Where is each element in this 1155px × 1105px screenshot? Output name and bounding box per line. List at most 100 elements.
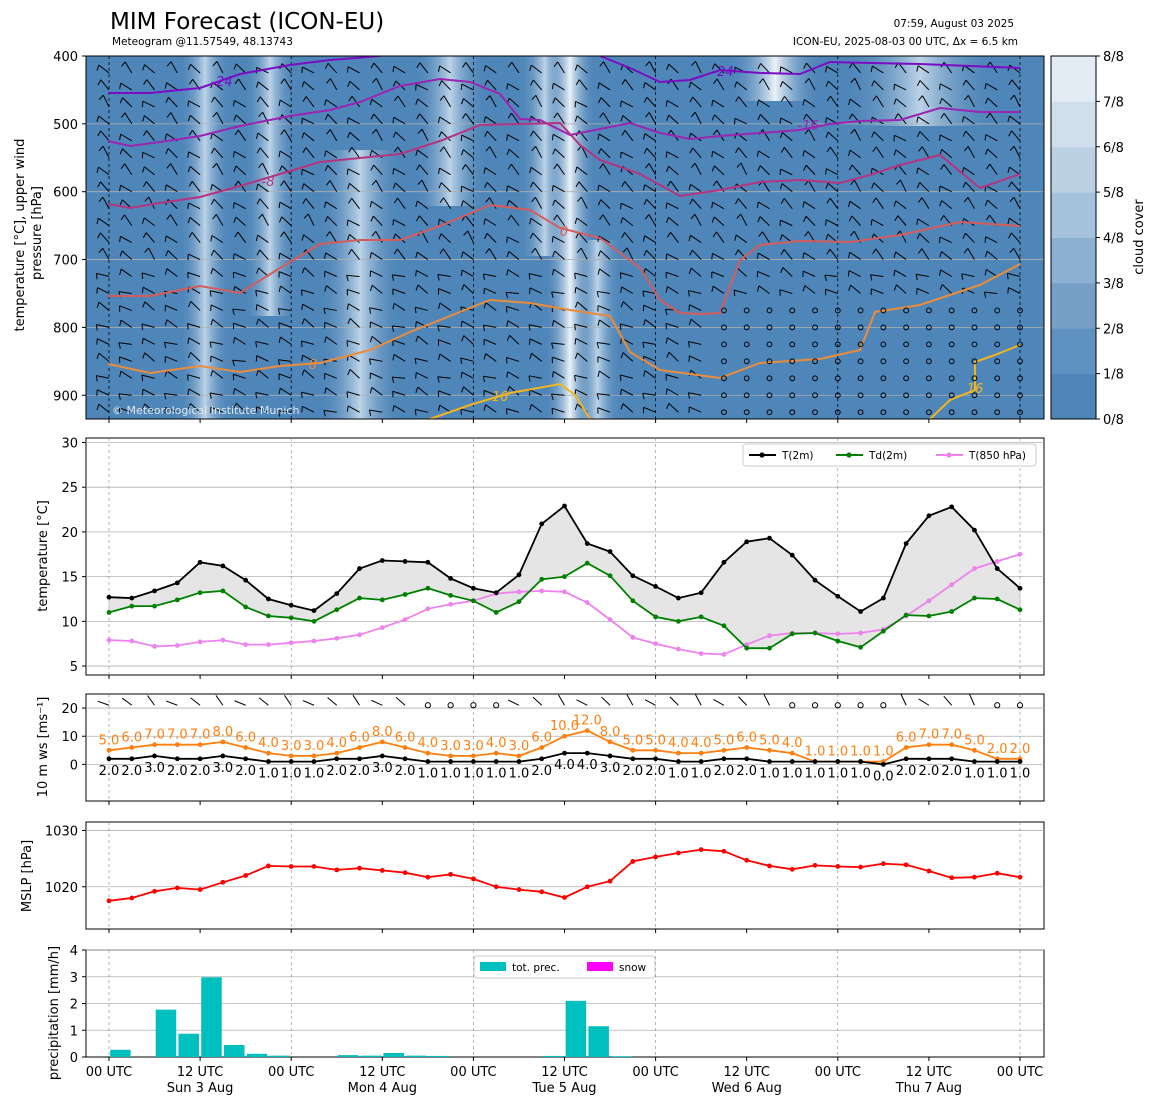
wind-barb <box>716 78 725 91</box>
wind-barb <box>257 81 269 91</box>
mean-wind-point <box>767 759 772 764</box>
wind-barb-flag <box>277 359 281 366</box>
wind-barb-flag <box>463 230 469 236</box>
wind-barb <box>576 115 588 125</box>
mean-wind-point <box>653 756 658 762</box>
calm-wind-marker <box>903 341 910 348</box>
mean-wind-label: 2.0 <box>235 764 256 779</box>
gust-label: 4.0 <box>418 736 439 751</box>
td2m-point <box>926 613 932 619</box>
wind-barb-flag <box>687 341 690 348</box>
wind-barb <box>985 134 998 142</box>
x-tick-label: 12 UTC <box>906 1065 952 1080</box>
wind-barb <box>329 180 338 192</box>
wind-barb <box>397 248 406 260</box>
gust-point <box>675 750 681 756</box>
wind-barb-flag <box>278 388 281 395</box>
wind-barb-flag <box>416 62 421 69</box>
wind-barb <box>190 352 201 362</box>
calm-wind-marker <box>926 392 932 399</box>
wind-barb-flag <box>529 181 534 188</box>
wind-barb <box>305 147 315 159</box>
wind-barb <box>734 289 747 294</box>
wind-barb <box>700 56 702 57</box>
wind-barb <box>531 64 543 74</box>
wind-barb-flag <box>95 375 98 382</box>
wind-barb <box>791 56 793 57</box>
wind-barb-flag <box>324 285 327 292</box>
wind-barb <box>985 185 998 193</box>
wind-barb-flag <box>348 249 352 255</box>
wind-barb-flag <box>370 48 372 54</box>
y-tick-label: 0 <box>70 1051 78 1066</box>
wind-barb-flag <box>164 184 167 191</box>
wind-barb-flag <box>437 325 440 332</box>
wind-barb-flag <box>98 247 104 254</box>
colorbar-cell <box>1051 56 1096 102</box>
wind-barb <box>695 61 702 74</box>
wind-barb-flag <box>233 165 237 172</box>
wind-barb <box>714 165 725 176</box>
wind-barb <box>395 697 406 706</box>
wind-barb-flag <box>643 133 646 140</box>
wind-barb <box>284 695 292 706</box>
wind-barb-flag <box>232 202 235 209</box>
cloud-band <box>180 56 230 419</box>
wind-barb-flag <box>574 375 576 382</box>
wind-barb <box>759 165 770 176</box>
wind-barb <box>805 215 816 226</box>
wind-barb-flag <box>985 214 991 221</box>
wind-barb <box>417 335 429 345</box>
mslp-point <box>152 888 157 894</box>
wind-barb <box>188 253 201 261</box>
wind-barb-flag <box>460 321 463 328</box>
wind-barb <box>849 251 861 260</box>
wind-barb-flag <box>326 78 331 84</box>
wind-barb-flag <box>802 99 805 106</box>
wind-barb <box>666 202 679 210</box>
colorbar-tick-label: 8/8 <box>1103 50 1124 65</box>
wind-barb-flag <box>371 129 377 135</box>
wind-barb <box>325 336 338 345</box>
wind-barb <box>556 214 565 226</box>
y-tick-label: 10 <box>61 730 78 745</box>
wind-barb-flag <box>188 181 193 187</box>
wind-barb <box>261 213 269 226</box>
calm-wind-marker <box>994 307 1001 314</box>
wind-barb-flag <box>620 100 622 108</box>
wind-barb <box>213 96 224 108</box>
wind-barb-flag <box>848 201 851 208</box>
wind-barb <box>666 388 679 396</box>
colorbar-tick-label: 1/8 <box>1103 368 1124 383</box>
wind-barb-flag <box>802 285 806 292</box>
calm-wind-marker <box>880 341 887 348</box>
wind-barb <box>278 373 292 379</box>
wind-barb <box>118 342 132 345</box>
wind-barb <box>118 393 132 396</box>
wind-barb <box>646 96 656 108</box>
wind-barb <box>393 219 406 227</box>
wind-barb-flag <box>506 335 511 342</box>
wind-barb <box>577 301 588 311</box>
wind-barb <box>759 216 770 226</box>
wind-barb <box>375 180 383 192</box>
wind-barb-flag <box>414 307 417 314</box>
wind-barb <box>313 56 314 57</box>
wind-barb-flag <box>597 133 600 140</box>
wind-barb <box>438 339 451 345</box>
wind-barb <box>124 61 133 74</box>
wind-barb <box>301 168 315 176</box>
wind-barb <box>578 79 588 91</box>
calm-wind-marker <box>857 702 864 709</box>
run-info: ICON-EU, 2025-08-03 00 UTC, Δx = 6.5 km <box>793 36 1018 48</box>
wind-barb-flag <box>916 80 921 87</box>
wind-barb-flag <box>596 342 600 349</box>
wind-barb-flag <box>210 249 215 256</box>
wind-barb <box>782 81 793 91</box>
wind-barb-flag <box>303 213 309 219</box>
wind-speed-ylabel: 10 m ws [ms⁻¹] <box>36 697 51 798</box>
wind-barb-flag <box>963 197 969 203</box>
calm-wind-marker <box>812 307 818 314</box>
wind-barb-flag <box>984 236 987 243</box>
wind-barb <box>416 251 429 260</box>
